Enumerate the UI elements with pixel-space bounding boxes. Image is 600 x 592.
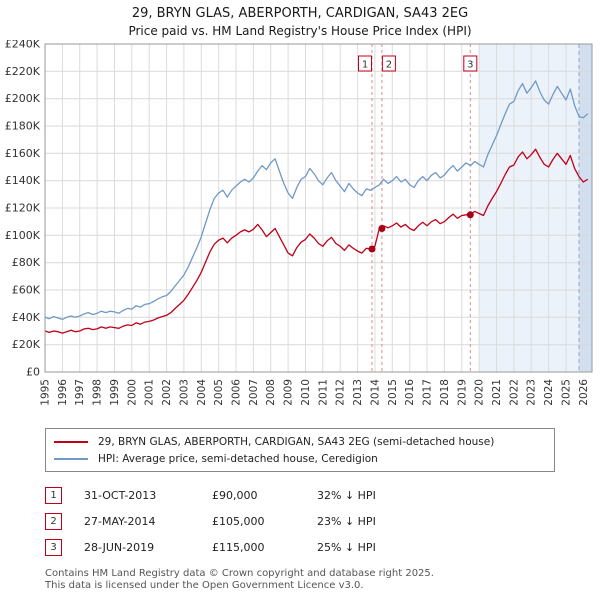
svg-text:£160K: £160K: [5, 147, 41, 160]
svg-text:2003: 2003: [178, 379, 190, 406]
svg-text:2026: 2026: [578, 379, 590, 406]
svg-text:£120K: £120K: [5, 202, 41, 215]
svg-text:2022: 2022: [508, 379, 520, 406]
sale-point-dot: [378, 225, 386, 232]
svg-text:£40K: £40K: [12, 311, 41, 324]
svg-text:2016: 2016: [404, 379, 416, 406]
svg-text:1997: 1997: [74, 379, 86, 406]
transaction-date: 28-JUN-2019: [84, 540, 155, 554]
svg-text:2025: 2025: [561, 379, 573, 406]
transaction-price: £115,000: [212, 540, 265, 554]
svg-text:2020: 2020: [474, 379, 486, 406]
transaction-row: 1 31-OCT-2013 £90,000 32% ↓ HPI: [45, 482, 600, 508]
hpi-legend-label: HPI: Average price, semi-detached house,…: [98, 452, 378, 465]
svg-text:£200K: £200K: [5, 92, 41, 105]
page-subtitle: Price paid vs. HM Land Registry's House …: [128, 24, 472, 38]
transactions-table: 1 31-OCT-2013 £90,000 32% ↓ HPI 2 27-MAY…: [45, 482, 600, 560]
transaction-hpi-diff: 25% ↓ HPI: [317, 540, 376, 554]
plot-border: [44, 43, 593, 373]
svg-text:2009: 2009: [283, 379, 295, 406]
transaction-price: £90,000: [212, 488, 258, 502]
svg-text:2010: 2010: [300, 379, 312, 406]
sale-marker-badge: [463, 55, 478, 72]
transaction-date: 27-MAY-2014: [84, 514, 156, 528]
svg-text:2015: 2015: [387, 379, 399, 406]
footer-line-1: Contains HM Land Registry data © Crown c…: [45, 568, 434, 579]
svg-text:2004: 2004: [196, 379, 208, 406]
svg-text:2006: 2006: [231, 379, 243, 406]
transaction-hpi-diff: 32% ↓ HPI: [317, 488, 376, 502]
svg-text:1998: 1998: [92, 379, 104, 406]
transaction-number-badge: 3: [45, 538, 62, 556]
svg-text:£60K: £60K: [12, 284, 41, 297]
svg-text:£180K: £180K: [5, 120, 41, 133]
sale-marker-badge: [358, 55, 372, 72]
svg-text:£0: £0: [26, 366, 40, 379]
svg-text:2008: 2008: [265, 379, 277, 406]
svg-text:1: 1: [362, 60, 368, 71]
svg-text:£140K: £140K: [5, 174, 41, 187]
svg-text:2002: 2002: [161, 379, 173, 406]
svg-text:2012: 2012: [335, 379, 347, 406]
svg-text:1995: 1995: [40, 379, 52, 406]
svg-text:3: 3: [467, 60, 473, 71]
property-legend-label: 29, BRYN GLAS, ABERPORTH, CARDIGAN, SA43…: [98, 435, 495, 448]
sale-point-dot: [368, 245, 376, 253]
svg-text:2001: 2001: [144, 379, 156, 406]
svg-text:2014: 2014: [369, 379, 381, 406]
property-series-line: [44, 148, 589, 334]
svg-text:£20K: £20K: [12, 338, 41, 351]
legend-row-property: 29, BRYN GLAS, ABERPORTH, CARDIGAN, SA43…: [54, 433, 546, 450]
sale-markers: 1 2 3: [358, 55, 478, 253]
page-title: 29, BRYN GLAS, ABERPORTH, CARDIGAN, SA43…: [131, 6, 469, 21]
hpi-line-swatch: [54, 457, 88, 460]
svg-text:1996: 1996: [57, 379, 69, 406]
svg-text:2019: 2019: [456, 379, 468, 406]
svg-text:2000: 2000: [126, 379, 138, 406]
transaction-hpi-diff: 23% ↓ HPI: [317, 514, 376, 528]
price-history-chart: £0 £20K £40K £60K £80K £100K £120K £140K £160K £1…: [5, 40, 593, 406]
svg-text:1999: 1999: [109, 379, 121, 406]
svg-text:2007: 2007: [248, 379, 260, 406]
transaction-row: 2 27-MAY-2014 £105,000 23% ↓ HPI: [45, 508, 600, 534]
svg-text:2013: 2013: [352, 379, 364, 406]
legend: 29, BRYN GLAS, ABERPORTH, CARDIGAN, SA43…: [45, 428, 555, 472]
svg-text:2018: 2018: [439, 379, 451, 406]
svg-text:£220K: £220K: [5, 65, 41, 78]
sale-marker-lines: [371, 44, 580, 372]
svg-text:£240K: £240K: [5, 40, 41, 51]
svg-text:2017: 2017: [422, 379, 434, 406]
transaction-number-badge: 2: [45, 512, 62, 530]
transaction-number-badge: 1: [45, 486, 62, 504]
property-line-swatch: [54, 440, 88, 443]
transaction-row: 3 28-JUN-2019 £115,000 25% ↓ HPI: [45, 534, 600, 560]
svg-text:£100K: £100K: [5, 229, 41, 242]
legend-row-hpi: HPI: Average price, semi-detached house,…: [54, 450, 546, 467]
hpi-series-line: [44, 80, 589, 321]
transaction-price: £105,000: [212, 514, 265, 528]
footer-line-2: This data is licensed under the Open Gov…: [45, 580, 364, 591]
svg-text:2024: 2024: [543, 379, 555, 406]
transaction-date: 31-OCT-2013: [84, 488, 157, 502]
license-footer: Contains HM Land Registry data © Crown c…: [45, 568, 600, 592]
svg-text:2011: 2011: [317, 379, 329, 406]
svg-text:2021: 2021: [491, 379, 503, 406]
svg-text:£80K: £80K: [12, 256, 41, 269]
svg-text:2023: 2023: [526, 379, 538, 406]
svg-text:2: 2: [386, 60, 392, 71]
sale-point-dot: [466, 211, 474, 219]
sale-marker-badge: [381, 55, 396, 72]
svg-text:2005: 2005: [213, 379, 225, 406]
